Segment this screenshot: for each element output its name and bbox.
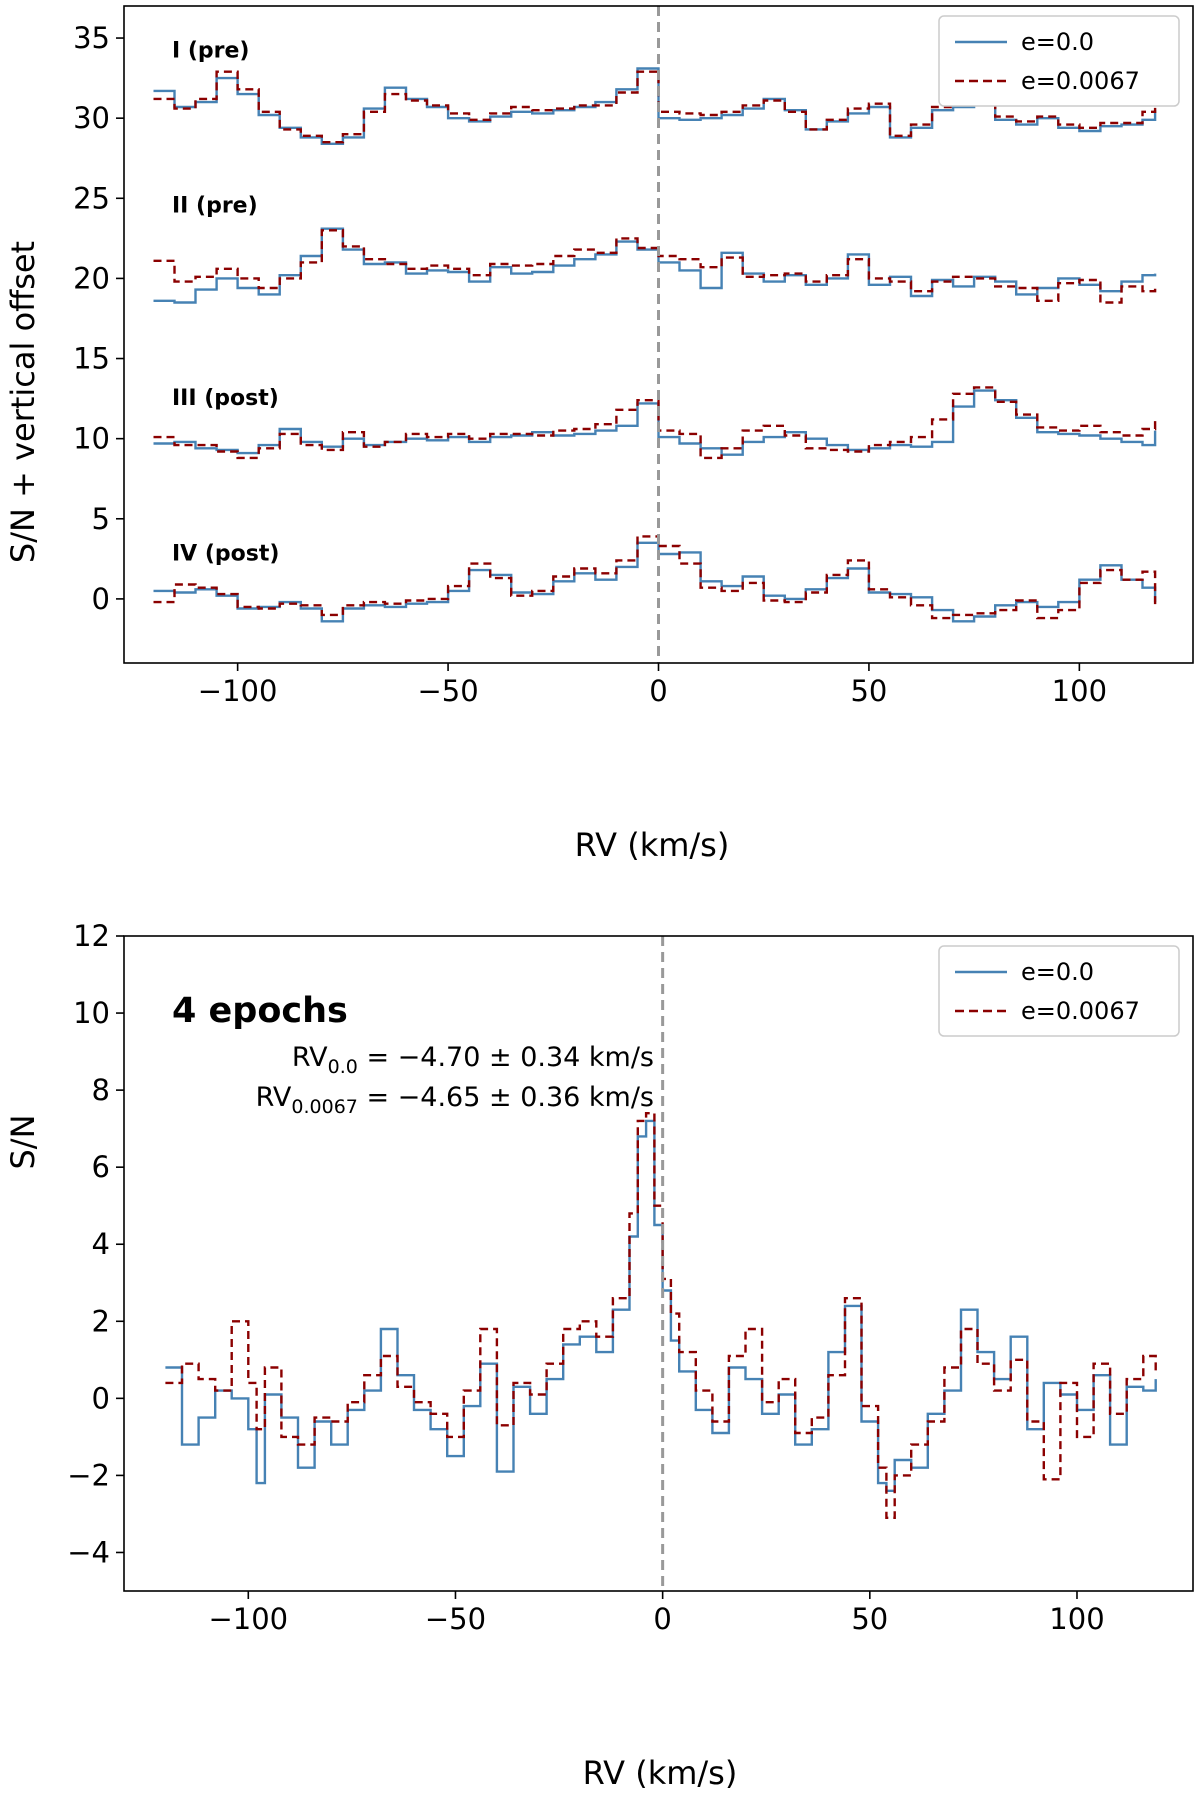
bottom-y-tick-label: 10: [73, 996, 110, 1030]
series-e0067-line: [153, 386, 1157, 460]
bottom-y-tick-label: 12: [73, 919, 110, 953]
top-x-tick-label: 0: [649, 674, 667, 708]
top-y-tick-label: 20: [73, 261, 110, 295]
bottom-x-tick-label: 0: [653, 1602, 671, 1636]
bottom-x-tick-label: 100: [1049, 1602, 1104, 1636]
bottom-legend-e0067-label: e=0.0067: [1021, 997, 1140, 1025]
rv-e0067-annotation: RV0.0067 = −4.65 ± 0.36 km/s: [256, 1082, 654, 1118]
top-x-tick-label: 50: [850, 674, 887, 708]
bottom-y-axis-ticks: −4 −2 0 2 4 6 8 10 12: [67, 919, 124, 1569]
bottom-legend: e=0.0 e=0.0067: [938, 945, 1180, 1037]
bottom-y-tick-label: −4: [67, 1535, 110, 1569]
top-y-tick-label: 10: [73, 422, 110, 456]
rv-e0-annotation: RV0.0 = −4.70 ± 0.34 km/s: [292, 1042, 654, 1078]
bottom-y-tick-label: 6: [92, 1150, 110, 1184]
epochs-label: 4 epochs: [172, 991, 348, 1031]
bottom-x-axis-title: RV (km/s): [583, 1754, 738, 1792]
top-legend: e=0.0 e=0.0067: [938, 15, 1180, 107]
top-y-tick-label: 0: [92, 582, 110, 616]
rv-e0067-prefix: RV: [256, 1082, 292, 1113]
bottom-y-tick-label: 8: [92, 1073, 110, 1107]
series-e0067-line: [165, 1112, 1157, 1519]
epoch-label: III (post): [172, 386, 279, 411]
top-legend-box: [938, 15, 1180, 107]
top-x-tick-label: 100: [1052, 674, 1107, 708]
epoch-label: I (pre): [172, 38, 249, 63]
bottom-legend-box: [938, 945, 1180, 1037]
rv-e0-value: = −4.70 ± 0.34 km/s: [358, 1042, 654, 1073]
bottom-y-axis-title: S/N: [4, 1114, 42, 1169]
top-x-axis-ticks: −100 −50 0 50 100: [198, 663, 1107, 708]
rv-e0067-subscript: 0.0067: [291, 1096, 357, 1118]
bottom-plot-frame: [123, 935, 1194, 1592]
bottom-x-tick-label: 50: [851, 1602, 888, 1636]
bottom-x-tick-label: −50: [425, 1602, 486, 1636]
top-series-lines: [153, 67, 1157, 623]
top-x-axis-title: RV (km/s): [575, 826, 730, 864]
top-y-axis-title: S/N + vertical offset: [4, 241, 42, 563]
top-y-tick-label: 25: [73, 181, 110, 215]
top-legend-e0-label: e=0.0: [1021, 28, 1094, 56]
bottom-legend-e0-label: e=0.0: [1021, 958, 1094, 986]
epoch-label: II (pre): [172, 194, 258, 219]
series-e0-line: [153, 227, 1157, 304]
bottom-y-tick-label: 0: [92, 1381, 110, 1415]
top-y-tick-label: 35: [73, 21, 110, 55]
top-y-tick-label: 5: [92, 502, 110, 536]
epoch-labels: I (pre) II (pre) III (post) IV (post): [172, 38, 279, 566]
bottom-series-lines: [165, 1112, 1157, 1519]
bottom-y-tick-label: −2: [67, 1458, 110, 1492]
rv-e0067-value: = −4.65 ± 0.36 km/s: [358, 1082, 654, 1113]
rv-e0-subscript: 0.0: [328, 1056, 358, 1078]
top-y-axis-ticks: 0 5 10 15 20 25 30 35: [73, 21, 124, 616]
bottom-chart: −100 −50 0 50 100 −4 −2 0 2 4 6 8 10 12 RV (km/s) S/…: [4, 919, 1194, 1792]
top-plot-frame: [123, 5, 1194, 664]
top-y-tick-label: 30: [73, 101, 110, 135]
epoch-label: IV (post): [172, 541, 279, 566]
series-e0067-line: [153, 229, 1157, 304]
bottom-y-tick-label: 2: [92, 1304, 110, 1338]
top-x-tick-label: −50: [417, 674, 478, 708]
top-y-tick-label: 15: [73, 342, 110, 376]
series-e0-line: [153, 389, 1157, 456]
top-x-tick-label: −100: [198, 674, 278, 708]
top-chart: I (pre)II (pre)III (post)IV (post) −100−…: [4, 5, 1194, 864]
bottom-x-axis-ticks: −100 −50 0 50 100: [208, 1591, 1105, 1636]
rv-e0-prefix: RV: [292, 1042, 328, 1073]
top-legend-e0067-label: e=0.0067: [1021, 67, 1140, 95]
bottom-x-tick-label: −100: [208, 1602, 288, 1636]
bottom-y-tick-label: 4: [92, 1227, 110, 1261]
series-e0067-line: [153, 535, 1157, 620]
